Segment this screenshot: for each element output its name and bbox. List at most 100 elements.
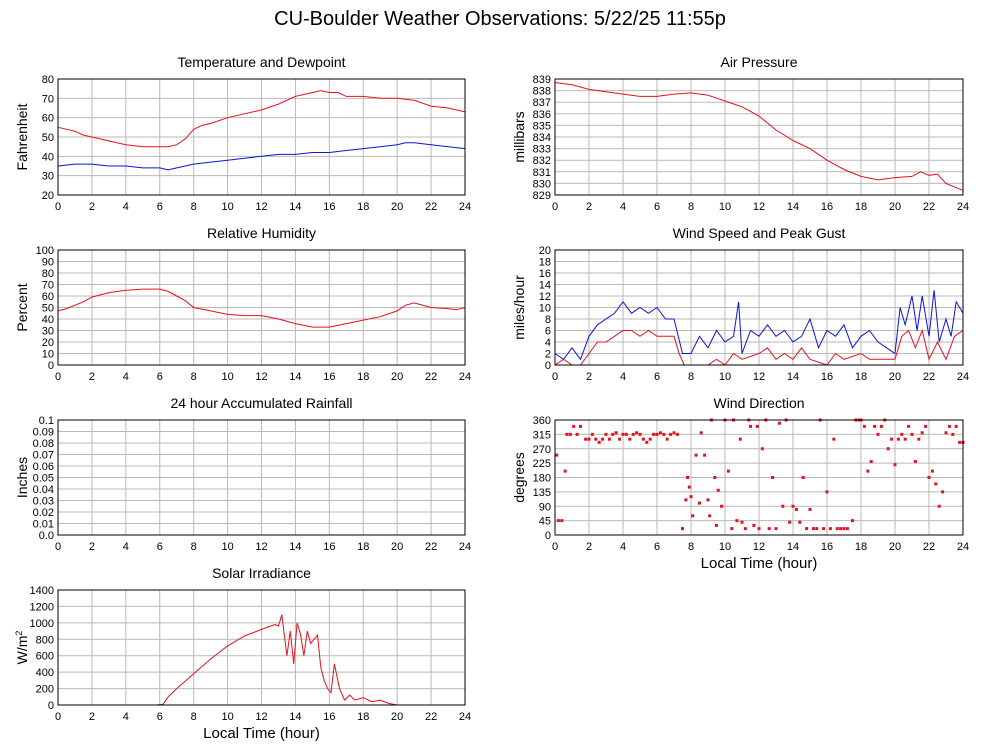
x-tick-label: 8	[191, 371, 197, 383]
x-tick-label: 6	[157, 371, 163, 383]
x-axis-label: Local Time (hour)	[701, 555, 818, 572]
x-tick-label: 4	[123, 201, 129, 213]
x-tick-label: 12	[255, 371, 267, 383]
x-tick-label: 22	[425, 201, 437, 213]
y-tick-label: 315	[533, 429, 551, 441]
x-tick-label: 16	[323, 711, 335, 723]
data-point	[781, 504, 785, 508]
series-line-1	[554, 82, 964, 191]
data-point	[590, 432, 594, 436]
y-tick-label: 4	[545, 337, 551, 349]
x-tick-label: 4	[620, 201, 626, 213]
data-point	[886, 447, 890, 451]
data-point	[835, 527, 839, 531]
data-point	[825, 490, 829, 494]
x-tick-label: 6	[157, 711, 163, 723]
y-tick-label: 80	[42, 268, 54, 280]
chart-direction: 0 2 4 6 8 10 12 14 16 18 20 22 240459013518022527031…	[511, 395, 969, 572]
y-tick-label: 1000	[30, 618, 54, 630]
x-axis-label: Local Time (hour)	[203, 725, 320, 742]
x-tick-label: 18	[357, 541, 369, 553]
x-tick-label: 20	[889, 541, 901, 553]
x-tick-label: 8	[688, 541, 694, 553]
data-point	[862, 424, 866, 428]
data-point	[675, 432, 679, 436]
data-point	[614, 431, 618, 435]
y-tick-label: 30	[42, 171, 54, 183]
y-tick-label: 831	[533, 167, 551, 179]
data-point	[706, 498, 710, 502]
data-point	[749, 424, 752, 428]
y-axis-label-superscript: 2	[14, 631, 24, 636]
series-line-1	[57, 288, 466, 328]
data-point	[752, 523, 756, 527]
chart-pressure: 0 2 4 6 8 10 12 14 16 18 20 22 248298308318328338348…	[511, 54, 969, 213]
data-point	[947, 424, 951, 428]
y-tick-label: 0.08	[33, 438, 54, 450]
data-point	[801, 476, 805, 479]
data-point	[645, 440, 649, 444]
y-tick-label: 20	[539, 245, 551, 257]
y-tick-label: 50	[42, 132, 54, 144]
data-point	[726, 469, 730, 473]
plot-frame	[554, 419, 964, 536]
y-tick-label: 12	[539, 291, 551, 303]
x-tick-label: 20	[391, 201, 403, 213]
plot-frame	[57, 589, 466, 706]
data-point	[556, 519, 560, 523]
x-tick-label: 2	[89, 541, 95, 553]
data-point	[937, 504, 941, 508]
data-point	[934, 482, 938, 486]
data-point	[579, 424, 582, 428]
x-tick-label: 8	[191, 541, 197, 553]
plot-frame	[554, 78, 964, 196]
data-point	[924, 424, 928, 428]
data-point	[896, 437, 900, 441]
y-tick-label: 40	[42, 151, 54, 163]
y-tick-label: 45	[539, 516, 551, 528]
x-tick-label: 8	[191, 201, 197, 213]
x-tick-label: 4	[123, 371, 129, 383]
data-point	[735, 519, 739, 523]
plot-frame	[57, 419, 466, 536]
data-point	[699, 431, 703, 435]
y-tick-label: 0.04	[33, 484, 54, 496]
x-tick-label: 14	[289, 371, 301, 383]
data-point	[777, 421, 781, 425]
data-point	[684, 498, 688, 502]
series-line-1	[57, 90, 466, 148]
data-point	[839, 527, 843, 531]
x-tick-label: 24	[957, 541, 969, 553]
y-tick-label: 100	[36, 245, 54, 257]
data-point	[687, 485, 691, 489]
y-tick-label: 0.02	[33, 507, 54, 519]
data-point	[740, 520, 744, 524]
y-tick-label: 135	[533, 487, 551, 499]
x-tick-label: 0	[552, 201, 558, 213]
x-tick-label: 0	[55, 541, 61, 553]
x-tick-label: 16	[323, 371, 335, 383]
data-point	[822, 527, 826, 531]
data-point	[575, 432, 579, 436]
x-tick-label: 0	[552, 371, 558, 383]
chart-temp: 0 2 4 6 8 10 12 14 16 18 20 22 2420304050607080Tempe…	[14, 54, 471, 213]
x-tick-label: 10	[719, 541, 731, 553]
data-point	[686, 476, 690, 479]
x-tick-label: 24	[459, 201, 471, 213]
x-tick-label: 6	[654, 541, 660, 553]
y-tick-label: 0	[48, 360, 54, 372]
data-point	[811, 527, 815, 531]
y-tick-label: 833	[533, 144, 551, 156]
y-tick-label: 40	[42, 314, 54, 326]
data-point	[738, 437, 742, 441]
y-tick-label: 10	[539, 303, 551, 315]
y-tick-label: 20	[42, 337, 54, 349]
data-point	[774, 527, 778, 531]
data-point	[828, 527, 832, 531]
y-tick-label: 200	[36, 684, 54, 696]
page-title: CU-Boulder Weather Observations: 5/22/25…	[274, 8, 726, 30]
data-point	[927, 476, 931, 479]
y-axis-label: Fahrenheit	[14, 103, 30, 170]
x-tick-label: 2	[586, 541, 592, 553]
x-tick-label: 12	[255, 541, 267, 553]
